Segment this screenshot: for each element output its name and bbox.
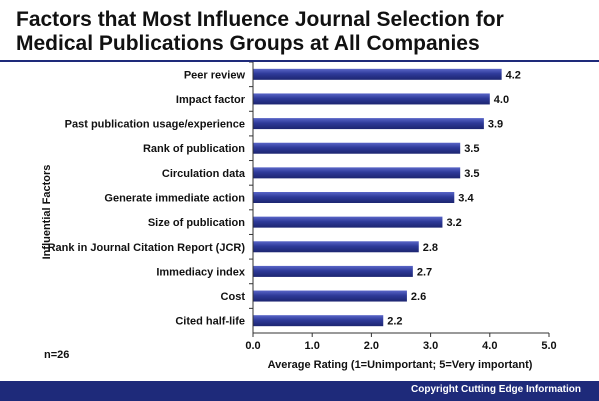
title-divider bbox=[0, 60, 599, 62]
bar bbox=[253, 216, 443, 228]
category-label: Size of publication bbox=[148, 217, 245, 229]
data-label: 4.2 bbox=[506, 69, 521, 81]
data-label: 3.5 bbox=[464, 143, 479, 155]
category-label: Immediacy index bbox=[156, 266, 246, 278]
x-tick-label: 2.0 bbox=[364, 340, 379, 352]
category-label: Rank in Journal Citation Report (JCR) bbox=[48, 242, 246, 254]
data-label: 3.9 bbox=[488, 119, 503, 131]
bar bbox=[253, 118, 484, 130]
data-label: 2.8 bbox=[423, 242, 438, 254]
x-tick-label: 1.0 bbox=[305, 340, 320, 352]
data-label: 2.6 bbox=[411, 291, 426, 303]
data-label: 3.4 bbox=[458, 193, 474, 205]
category-label: Peer review bbox=[184, 69, 246, 81]
data-label: 3.2 bbox=[446, 217, 461, 229]
bar bbox=[253, 241, 419, 253]
category-label: Circulation data bbox=[162, 168, 246, 180]
page-title: Factors that Most Influence Journal Sele… bbox=[16, 8, 504, 55]
data-label: 2.7 bbox=[417, 266, 432, 278]
x-tick-label: 0.0 bbox=[245, 340, 260, 352]
y-axis-title: Influential Factors bbox=[41, 165, 53, 260]
category-label: Rank of publication bbox=[143, 143, 245, 155]
sample-size-note: n=26 bbox=[44, 349, 70, 361]
bar bbox=[253, 192, 455, 203]
footer-bar: Copyright Cutting Edge Information bbox=[0, 381, 599, 401]
category-label: Cited half-life bbox=[175, 316, 245, 328]
bar bbox=[253, 265, 413, 277]
x-tick-label: 5.0 bbox=[541, 340, 556, 352]
data-label: 2.2 bbox=[387, 316, 402, 328]
category-label: Past publication usage/experience bbox=[65, 119, 245, 131]
bar bbox=[253, 315, 384, 327]
bar bbox=[253, 290, 407, 302]
bar bbox=[253, 93, 490, 105]
category-label: Impact factor bbox=[176, 94, 246, 106]
bar bbox=[253, 142, 461, 154]
category-label: Generate immediate action bbox=[104, 193, 245, 205]
copyright-text: Copyright Cutting Edge Information bbox=[411, 384, 581, 395]
data-label: 3.5 bbox=[464, 168, 479, 180]
x-tick-label: 4.0 bbox=[482, 340, 497, 352]
bar bbox=[253, 68, 502, 80]
bar bbox=[253, 167, 461, 179]
x-axis-title: Average Rating (1=Unimportant; 5=Very im… bbox=[268, 359, 533, 371]
bar-chart: Influential Factors Peer review Impact fa… bbox=[41, 62, 557, 371]
category-label: Cost bbox=[221, 291, 246, 303]
x-tick-label: 3.0 bbox=[423, 340, 438, 352]
data-label: 4.0 bbox=[494, 94, 509, 106]
